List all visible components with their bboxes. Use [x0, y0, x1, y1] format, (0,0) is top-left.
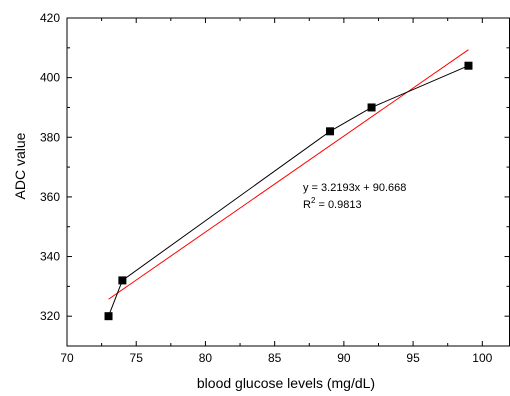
fit-equation-label: y = 3.2193x + 90.668	[303, 182, 406, 194]
fit-line	[108, 49, 469, 300]
data-point	[104, 312, 113, 321]
x-axis-ticks: 70 75 80 85 90 95 100	[60, 18, 493, 365]
y-axis-label: ADC value	[12, 132, 28, 199]
data-point	[118, 276, 127, 285]
y-tick-label: 340	[40, 250, 60, 264]
r-squared-label: R2 = 0.9813	[303, 196, 362, 211]
y-tick-label: 380	[40, 130, 60, 144]
x-tick-label: 70	[60, 351, 74, 365]
data-point	[367, 103, 376, 112]
x-tick-label: 85	[268, 351, 282, 365]
y-tick-label: 420	[40, 11, 60, 25]
series-line	[108, 65, 469, 317]
x-tick-label: 95	[406, 351, 420, 365]
x-tick-label: 100	[472, 351, 492, 365]
x-axis-label: blood glucose levels (mg/dL)	[197, 375, 375, 391]
y-tick-label: 360	[40, 190, 60, 204]
y-tick-label: 320	[40, 309, 60, 323]
y-axis-ticks: 320 340 360 380 400 420	[40, 11, 510, 323]
x-tick-label: 75	[130, 351, 144, 365]
data-point	[326, 127, 335, 136]
x-tick-label: 90	[337, 351, 351, 365]
data-point	[464, 61, 473, 70]
x-tick-label: 80	[199, 351, 213, 365]
y-tick-label: 400	[40, 71, 60, 85]
data-marks	[104, 49, 473, 321]
